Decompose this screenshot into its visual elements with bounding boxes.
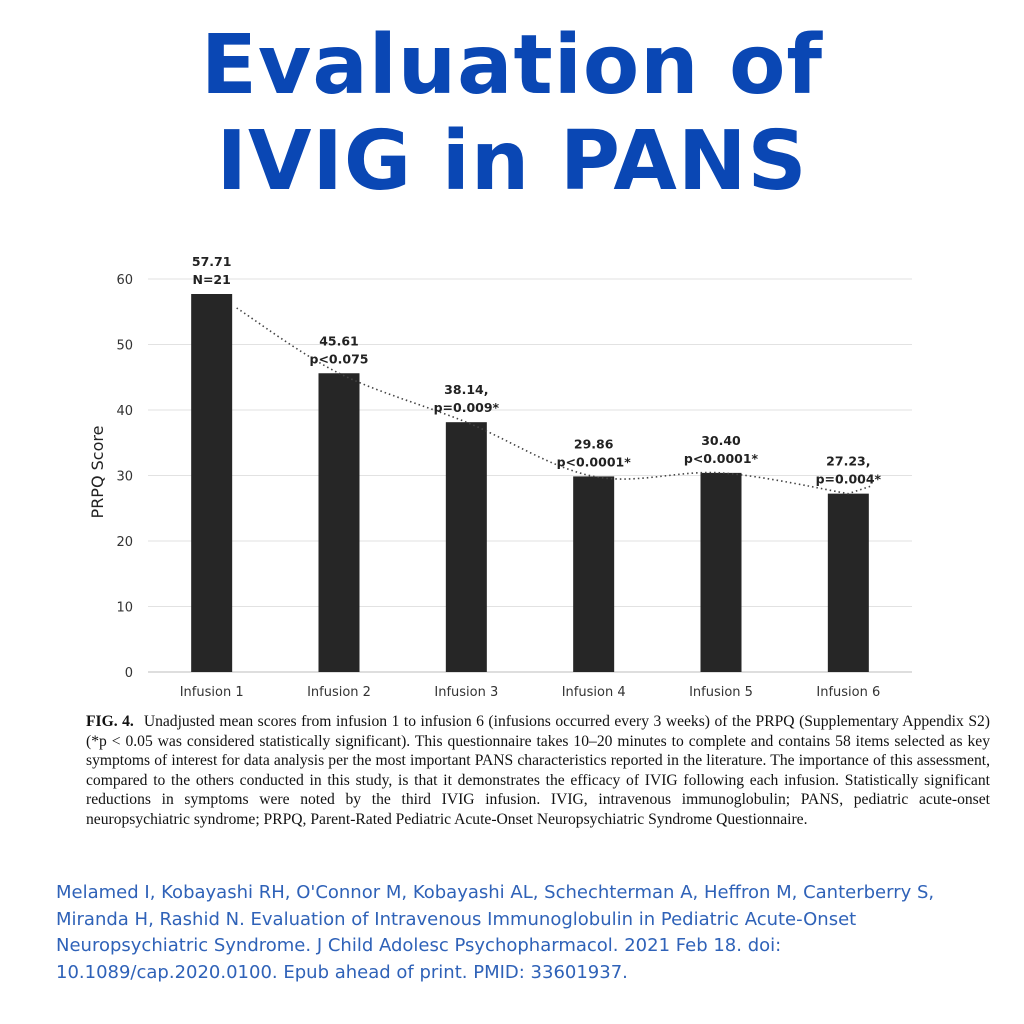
y-tick-label: 10 <box>116 601 133 616</box>
title-line-2: IVIG in PANS <box>216 114 808 209</box>
bar <box>827 493 869 672</box>
data-label-value: 57.71 <box>192 254 232 269</box>
data-label-note: p<0.0001* <box>557 454 632 469</box>
data-label-value: 27.23, <box>826 454 870 469</box>
figure-caption: FIG. 4. Unadjusted mean scores from infus… <box>86 712 990 829</box>
bar <box>191 293 233 672</box>
x-tick-label: Infusion 4 <box>562 685 626 700</box>
data-label-note: p=0.009* <box>434 400 500 415</box>
bar <box>318 373 360 672</box>
page-title: Evaluation of IVIG in PANS <box>0 18 1024 210</box>
bar <box>700 472 742 672</box>
y-axis-ticks: 0 10 20 30 40 50 60 <box>116 273 133 681</box>
data-label-note: p=0.004* <box>816 472 882 487</box>
bar <box>573 476 615 672</box>
bars <box>191 293 869 672</box>
x-tick-label: Infusion 1 <box>180 685 244 700</box>
y-tick-label: 20 <box>116 535 133 550</box>
x-tick-label: Infusion 3 <box>434 685 498 700</box>
bar <box>445 422 487 672</box>
x-tick-label: Infusion 6 <box>816 685 880 700</box>
y-tick-label: 0 <box>125 666 133 681</box>
title-line-1: Evaluation of <box>200 18 824 113</box>
x-tick-label: Infusion 2 <box>307 685 371 700</box>
data-label-note: p<0.0001* <box>684 451 759 466</box>
y-tick-label: 60 <box>116 273 133 288</box>
data-label-note: p<0.075 <box>310 351 369 366</box>
y-tick-label: 50 <box>116 339 133 354</box>
data-label-note: N=21 <box>192 272 230 287</box>
trendline <box>236 307 873 495</box>
citation: Melamed I, Kobayashi RH, O'Connor M, Kob… <box>56 882 935 983</box>
x-axis-ticks: Infusion 1 Infusion 2 Infusion 3 Infusion 4… <box>180 685 881 700</box>
y-tick-label: 30 <box>116 470 133 485</box>
data-label-value: 45.61 <box>319 333 359 348</box>
y-tick-label: 40 <box>116 404 133 419</box>
data-label-value: 30.40 <box>701 433 741 448</box>
data-label-value: 29.86 <box>574 436 614 451</box>
y-axis-label: PRPQ Score <box>88 426 107 519</box>
gridlines <box>148 278 912 673</box>
caption-text: Unadjusted mean scores from infusion 1 t… <box>86 713 990 828</box>
x-tick-label: Infusion 5 <box>689 685 753 700</box>
data-label-value: 38.14, <box>444 382 488 397</box>
bar-chart: 0 10 20 30 40 50 60 PRPQ Score 57.71 N=21 45.61 p… <box>88 254 912 700</box>
data-labels: 57.71 N=21 45.61 p<0.075 38.14, p=0.009* 29.86… <box>192 254 882 487</box>
figure-label: FIG. 4. <box>86 713 134 730</box>
